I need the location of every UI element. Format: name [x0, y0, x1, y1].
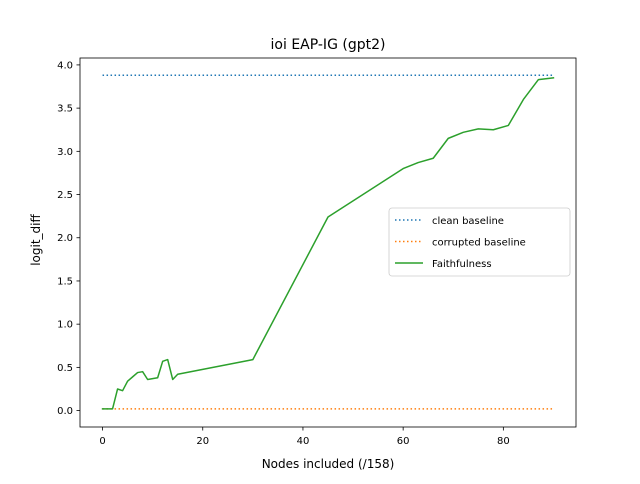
x-tick-label: 0	[99, 436, 105, 447]
y-tick-label: 1.0	[57, 320, 73, 331]
axes: 0 20 40 60 80 0.0 0.5 1.0 1.5 2.0 2.5 3.0 3.5 4.0	[57, 57, 577, 447]
y-tick-label: 3.0	[57, 147, 73, 158]
y-tick-label: 0.0	[57, 406, 73, 417]
y-tick-label: 0.5	[57, 363, 73, 374]
legend: clean baseline corrupted baseline Faithful…	[388, 207, 571, 277]
y-tick-label: 2.5	[57, 190, 73, 201]
legend-box	[388, 207, 571, 277]
y-tick-label: 3.5	[57, 104, 73, 115]
y-tick-label: 1.5	[57, 276, 73, 287]
legend-label: clean baseline	[432, 216, 504, 227]
y-tick-label: 4.0	[57, 60, 73, 71]
plot-area	[101, 74, 555, 410]
chart-title: ioi EAP-IG (gpt2)	[271, 37, 386, 53]
y-tick-label: 2.0	[57, 233, 73, 244]
x-tick-label: 60	[397, 436, 410, 447]
legend-label: Faithfulness	[432, 259, 492, 270]
legend-label: corrupted baseline	[432, 238, 526, 249]
x-tick-label: 20	[196, 436, 209, 447]
x-axis-label: Nodes included (/158)	[262, 457, 395, 471]
axes-frame	[79, 57, 577, 428]
x-tick-label: 80	[497, 436, 510, 447]
y-axis-label: logit_diff	[29, 213, 43, 265]
series-line-3	[101, 77, 555, 410]
x-tick-label: 40	[297, 436, 310, 447]
